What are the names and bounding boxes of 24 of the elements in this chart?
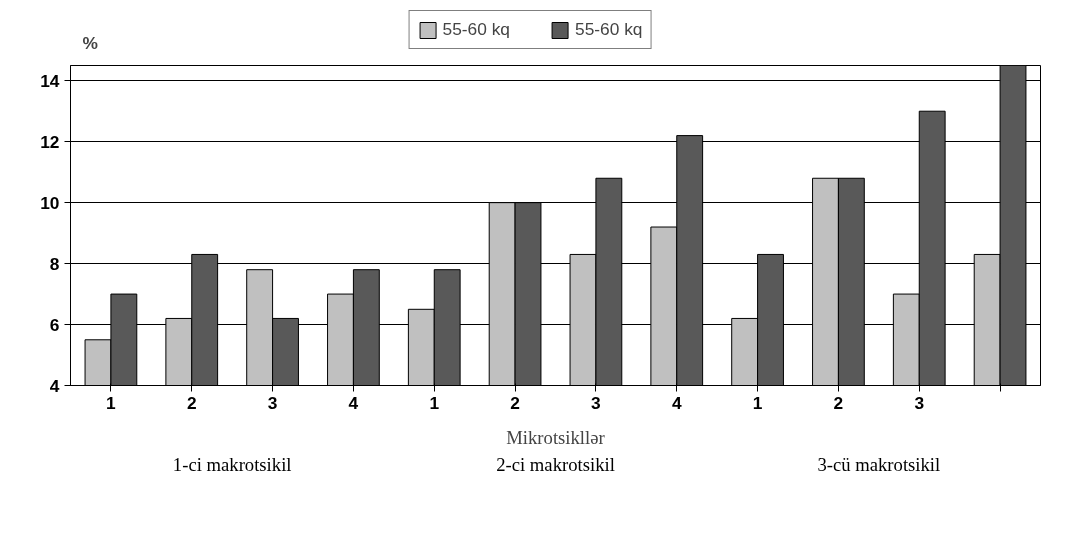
y-tick-label: 14 <box>40 70 60 91</box>
x-tick-label: 4 <box>671 392 682 413</box>
text: 2-ci makrotsikil <box>496 454 615 475</box>
y-tick-label: 4 <box>49 375 60 396</box>
x-axis-title: Mikrotsikllər <box>506 426 606 448</box>
text: 3-cü makrotsikil <box>817 454 941 475</box>
x-tick-label: 2 <box>510 392 520 413</box>
legend-label: 55-60 kq <box>442 19 510 40</box>
legend-label: 55-60 kq <box>575 19 643 40</box>
y-tick-label: 8 <box>49 253 60 274</box>
x-tick-label: 2 <box>186 392 197 413</box>
x-tick-label: 3 <box>914 392 925 413</box>
x-tick-label: 4 <box>348 392 359 413</box>
x-tick-label: 1 <box>752 392 763 413</box>
x-tick-label: 3 <box>267 392 278 413</box>
x-tick-label: 1 <box>106 392 117 413</box>
y-tick-label: 10 <box>40 192 60 213</box>
y-axis-title: % <box>82 32 98 53</box>
x-tick-label: 2 <box>833 392 844 413</box>
y-tick-label: 12 <box>40 131 60 152</box>
x-tick-label: 3 <box>591 392 602 413</box>
y-tick-label: 6 <box>49 314 60 335</box>
text: 1-ci makrotsikil <box>172 454 292 475</box>
x-tick-label: 1 <box>429 392 440 413</box>
